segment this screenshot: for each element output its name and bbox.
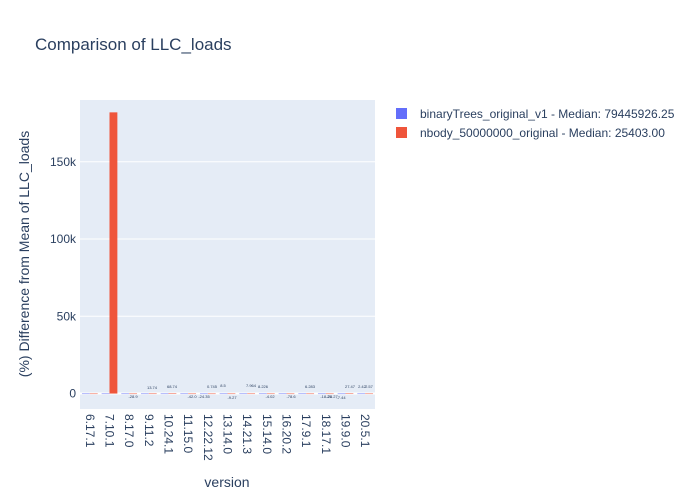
x-tick-label: 14.21.3 [240, 414, 254, 454]
bar[interactable] [298, 393, 307, 395]
legend[interactable]: binaryTrees_original_v1 - Median: 794459… [396, 107, 675, 140]
bar[interactable] [180, 393, 189, 395]
bar[interactable] [89, 393, 98, 395]
data-label: -78.6 [286, 394, 296, 399]
x-tick-label: 6.17.1 [83, 414, 97, 448]
data-labels: -28.9 13.74 68.74 -42.0 -24.35 0.745 8.5 -9.27 7… [128, 383, 373, 400]
bar[interactable] [317, 393, 326, 395]
legend-swatch[interactable] [396, 127, 407, 138]
x-tick-label: 12.22.12 [201, 414, 215, 461]
data-label: 7.964 [246, 383, 257, 388]
bar[interactable] [325, 393, 334, 395]
bar[interactable] [227, 393, 236, 395]
y-tick-label: 50k [57, 309, 77, 323]
data-label: -24.35 [198, 394, 210, 399]
bar[interactable] [219, 393, 228, 395]
bar[interactable] [129, 393, 138, 395]
data-label: -9.27 [227, 395, 237, 400]
bar[interactable] [357, 393, 366, 395]
legend-item[interactable]: binaryTrees_original_v1 - Median: 794459… [420, 107, 675, 121]
x-tick-label: 9.11.2 [142, 414, 156, 447]
data-label: -24.27 [326, 394, 338, 399]
data-label: 8.226 [258, 384, 269, 389]
bar[interactable] [278, 393, 287, 395]
x-axis-ticks: 6.17.1 7.10.1 8.17.0 9.11.2 10.24.1 11.15.0 12… [83, 414, 372, 461]
data-label: 8.5 [220, 383, 226, 388]
bar[interactable] [109, 112, 118, 394]
x-tick-label: 19.9.0 [339, 414, 353, 448]
bar[interactable] [140, 393, 149, 395]
y-tick-label: 0 [69, 387, 76, 401]
bar[interactable] [168, 393, 177, 394]
bar[interactable] [258, 393, 267, 395]
x-tick-label: 10.24.1 [162, 414, 176, 454]
bar[interactable] [365, 393, 374, 395]
bar[interactable] [199, 393, 208, 395]
bar[interactable] [188, 393, 197, 395]
data-label: -7.44 [336, 395, 346, 400]
y-tick-label: 100k [50, 232, 77, 246]
bar[interactable] [286, 393, 295, 395]
x-tick-label: 15.14.0 [260, 414, 274, 454]
bar[interactable] [207, 393, 216, 395]
y-axis-title: (%) Difference from Mean of LLC_loads [16, 131, 32, 377]
x-tick-label: 20.5.1 [358, 414, 372, 448]
x-tick-label: 7.10.1 [103, 414, 117, 448]
legend-item[interactable]: nbody_50000000_original - Median: 25403.… [420, 126, 665, 140]
bar[interactable] [121, 393, 130, 395]
data-label: 0.745 [207, 384, 218, 389]
bar[interactable] [148, 393, 157, 395]
data-label: -42.0 [187, 394, 197, 399]
x-tick-label: 18.17.1 [319, 414, 333, 454]
bar[interactable] [239, 393, 248, 395]
data-label: -4.02 [265, 394, 275, 399]
x-tick-label: 8.17.0 [122, 414, 136, 448]
data-label: 2.57 [365, 384, 374, 389]
bar[interactable] [160, 393, 169, 395]
data-label: 6.283 [305, 384, 316, 389]
x-tick-label: 17.9.1 [299, 414, 313, 448]
bar[interactable] [337, 393, 346, 395]
data-label: -28.9 [128, 394, 138, 399]
bars [81, 112, 374, 395]
legend-swatch[interactable] [396, 108, 407, 119]
y-tick-label: 150k [50, 155, 77, 169]
bar[interactable] [81, 393, 90, 395]
x-axis-title: version [204, 474, 249, 490]
data-label: 13.74 [147, 385, 158, 390]
data-label: -18.25 [320, 394, 332, 399]
bar[interactable] [266, 393, 275, 395]
data-label: 68.74 [167, 384, 178, 389]
x-tick-label: 16.20.2 [280, 414, 294, 454]
plot-area [80, 100, 375, 409]
x-tick-label: 11.15.0 [181, 414, 195, 453]
bar[interactable] [247, 393, 256, 395]
chart-title: Comparison of LLC_loads [35, 35, 232, 54]
x-tick-label: 13.14.0 [221, 414, 235, 454]
bar[interactable] [101, 393, 110, 395]
bar[interactable] [345, 393, 354, 395]
data-label: 2.42 [358, 384, 367, 389]
y-axis-ticks: 0 50k 100k 150k [50, 155, 77, 401]
data-label: 27.47 [345, 384, 356, 389]
bar[interactable] [306, 393, 315, 395]
